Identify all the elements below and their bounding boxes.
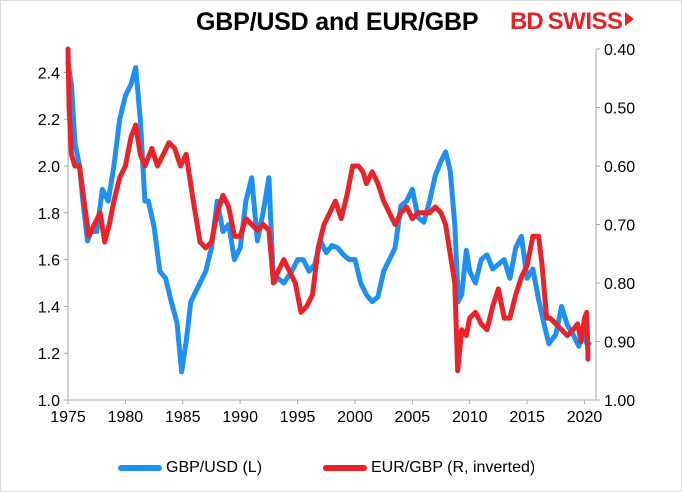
- x-tick-label: 2005: [395, 409, 431, 426]
- series-line-gbpusd: [65, 60, 592, 375]
- left-tick-label: 2.0: [38, 159, 60, 176]
- series-line-eurgbp: [65, 46, 591, 374]
- left-tick-label: 2.4: [38, 65, 60, 82]
- right-tick-label: 0.90: [604, 335, 635, 352]
- legend-item-eurgbp: EUR/GBP (R, inverted): [323, 455, 535, 481]
- right-tick-label: 0.70: [604, 218, 635, 235]
- left-tick-label: 1.8: [38, 206, 60, 223]
- left-tick-label: 1.4: [38, 299, 60, 316]
- legend-label-eurgbp: EUR/GBP (R, inverted): [371, 459, 536, 476]
- x-tick-label: 1985: [165, 409, 201, 426]
- tick-labels: 1.0 1.2 1.4 1.6 1.8 2.0 2.2 2.4 0.40 0.50 0.60 0.70…: [38, 42, 635, 426]
- right-tick-label: 0.60: [604, 159, 635, 176]
- x-tick-label: 1995: [280, 409, 316, 426]
- x-tick-label: 1980: [108, 409, 144, 426]
- logo-flag-icon: [624, 12, 634, 26]
- chart-title: GBP/USD and EUR/GBP: [196, 8, 479, 36]
- legend-swatch-eurgbp: [323, 464, 367, 471]
- bdswiss-logo: BD SWISS: [510, 9, 634, 35]
- left-tick-label: 1.2: [38, 346, 60, 363]
- legend-label-gbpusd: GBP/USD (L): [166, 459, 263, 476]
- axes: [64, 48, 600, 404]
- x-tick-label: 2000: [337, 409, 373, 426]
- series-layer: [65, 46, 592, 375]
- x-tick-label: 1975: [50, 409, 86, 426]
- legend: GBP/USD (L) EUR/GBP (R, inverted): [0, 455, 682, 481]
- right-tick-label: 0.80: [604, 276, 635, 293]
- legend-swatch-gbpusd: [118, 464, 162, 471]
- right-tick-label: 1.00: [604, 393, 635, 410]
- logo-text-bd: BD: [510, 8, 544, 35]
- left-tick-label: 1.6: [38, 253, 60, 270]
- logo-text-swiss: SWISS: [547, 8, 623, 35]
- legend-item-gbpusd: GBP/USD (L): [118, 455, 262, 481]
- right-tick-label: 0.40: [604, 42, 635, 59]
- x-tick-label: 2010: [452, 409, 488, 426]
- x-tick-label: 2020: [567, 409, 603, 426]
- left-tick-label: 1.0: [38, 393, 60, 410]
- right-tick-label: 0.50: [604, 101, 635, 118]
- x-tick-label: 2015: [509, 409, 545, 426]
- left-tick-label: 2.2: [38, 112, 60, 129]
- x-tick-label: 1990: [222, 409, 258, 426]
